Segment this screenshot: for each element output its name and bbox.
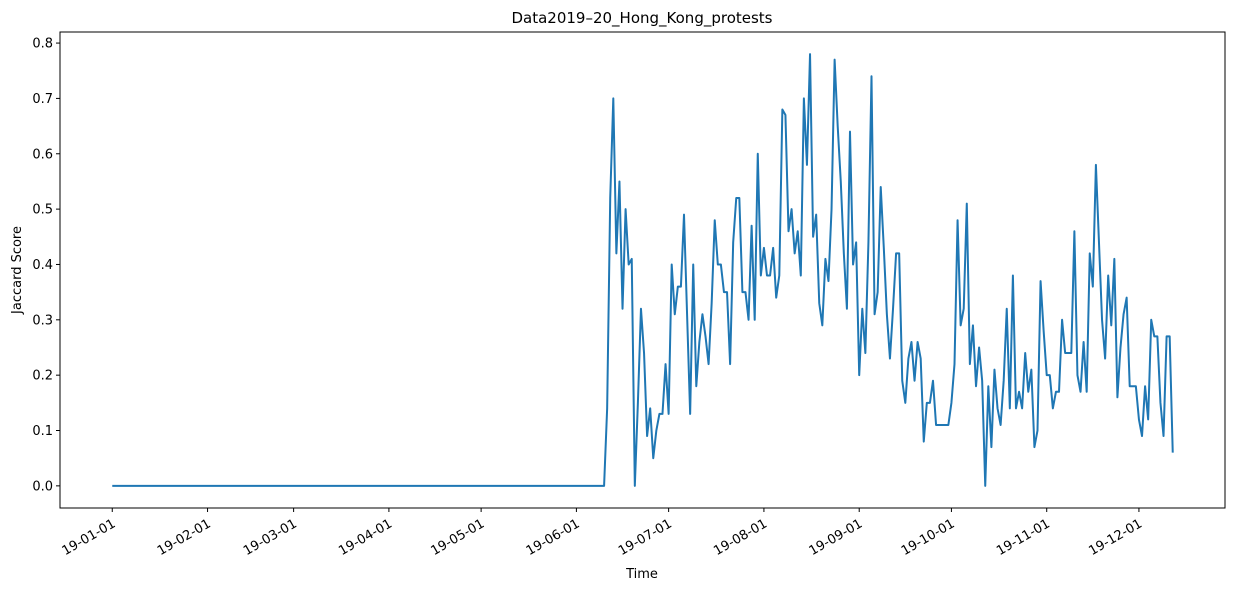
data-line xyxy=(112,53,1174,487)
y-tick-label: 0.7 xyxy=(32,92,53,107)
x-tick-label: 19-11-01 xyxy=(994,516,1053,558)
x-axis-label: Time xyxy=(625,567,658,582)
x-tick-label: 19-07-01 xyxy=(616,516,675,558)
y-tick-label: 0.4 xyxy=(32,258,53,273)
y-tick-label: 0.1 xyxy=(32,424,53,439)
y-tick-label: 0.0 xyxy=(32,479,53,494)
chart-title: Data2019–20_Hong_Kong_protests xyxy=(511,9,772,28)
x-tick-label: 19-03-01 xyxy=(241,516,300,558)
x-tick-label: 19-06-01 xyxy=(524,516,583,558)
y-tick-label: 0.5 xyxy=(32,203,53,218)
x-tick-label: 19-08-01 xyxy=(711,516,770,558)
x-tick-label: 19-05-01 xyxy=(429,516,488,558)
x-tick-label: 19-02-01 xyxy=(155,516,214,558)
x-tick-label: 19-01-01 xyxy=(60,516,119,558)
x-tick-label: 19-04-01 xyxy=(336,516,395,558)
x-tick-label: 19-09-01 xyxy=(807,516,866,558)
y-tick-label: 0.2 xyxy=(32,369,53,384)
y-tick-label: 0.8 xyxy=(32,37,53,52)
plot-frame xyxy=(59,31,1226,509)
y-axis-label: Jaccard Score xyxy=(10,226,25,315)
x-tick-label: 19-12-01 xyxy=(1086,516,1145,558)
x-tick-label: 19-10-01 xyxy=(899,516,958,558)
y-tick-label: 0.6 xyxy=(32,147,53,162)
y-tick-label: 0.3 xyxy=(32,313,53,328)
